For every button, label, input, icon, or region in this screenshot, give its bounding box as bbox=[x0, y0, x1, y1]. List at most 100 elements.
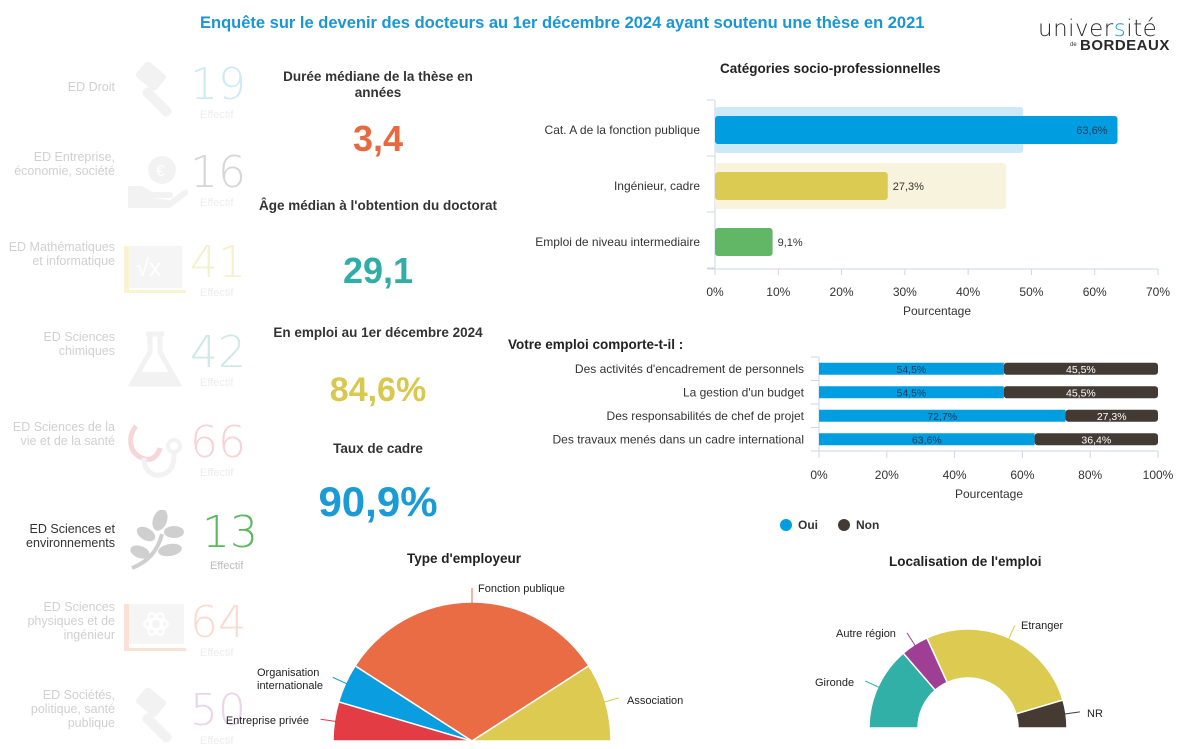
emploi-data-label: 45,5% bbox=[1066, 364, 1096, 376]
flask-icon bbox=[127, 331, 183, 387]
legend-dot-non bbox=[838, 519, 850, 531]
emploi-data-label: 45,5% bbox=[1066, 387, 1096, 399]
localisation-connector bbox=[865, 680, 880, 689]
kpi-duree-label: Durée médiane de la thèse en années bbox=[283, 69, 473, 100]
sidebar-ed-item[interactable]: ED Sociétés, politique, santé publique 50… bbox=[0, 688, 255, 749]
csp-category-label: Cat. A de la fonction publique bbox=[545, 123, 701, 137]
kpi-age-value: 29,1 bbox=[342, 250, 414, 291]
csp-data-label: 9,1% bbox=[778, 237, 803, 249]
legend-item-oui[interactable]: Oui bbox=[780, 518, 818, 532]
localisation-slice-label: NR bbox=[1087, 708, 1103, 720]
ed-count: 16 bbox=[190, 147, 246, 198]
ed-count: 50 bbox=[190, 685, 246, 736]
legend-item-non[interactable]: Non bbox=[838, 518, 879, 532]
emploi-bar-non bbox=[1003, 362, 1158, 375]
ed-effectif-label: Effectif bbox=[210, 560, 244, 572]
csp-x-tick-label: 10% bbox=[766, 285, 790, 299]
localisation-connector bbox=[906, 632, 917, 647]
hand-euro-icon: € bbox=[128, 156, 188, 208]
gavel-icon bbox=[135, 688, 172, 743]
csp-bar bbox=[715, 172, 888, 200]
ed-label: ED Sciences et environnements bbox=[26, 522, 115, 550]
ed-count: 13 bbox=[202, 507, 258, 558]
emploi-x-tick-label: 20% bbox=[875, 468, 899, 482]
ed-label: ED Droit bbox=[67, 80, 115, 94]
csp-x-tick-label: 40% bbox=[956, 285, 980, 299]
localisation-slice-label: Etranger bbox=[1021, 620, 1064, 632]
ed-count: 41 bbox=[190, 237, 246, 288]
ed-label: ED Mathématiques et informatique bbox=[8, 240, 115, 268]
kpi-duree-value: 3,4 bbox=[352, 118, 404, 159]
ed-label: ED Sciences chimiques bbox=[43, 330, 115, 358]
kpi-emploi-value: 84,6% bbox=[329, 371, 427, 409]
csp-bar bbox=[715, 116, 1118, 144]
kpi-age-label: Âge médian à l'obtention du doctorat bbox=[259, 198, 497, 213]
emploi-bar-non bbox=[1065, 409, 1158, 422]
sidebar-ed-item[interactable]: ED Sciences physiques et de ingénieur 64 E… bbox=[0, 600, 255, 680]
emploi-bar-oui bbox=[819, 362, 1004, 375]
page-title: Enquête sur le devenir des docteurs au 1… bbox=[200, 14, 925, 32]
localisation-connector bbox=[1007, 625, 1016, 640]
csp-category-label: Emploi de niveau intermediaire bbox=[535, 235, 700, 249]
gavel-icon bbox=[135, 62, 172, 117]
emploi-bar-non bbox=[1003, 386, 1158, 399]
localisation-slice-label: Autre région bbox=[836, 628, 896, 640]
sidebar-ed-item[interactable]: ED Sciences chimiques 42 Effectif bbox=[0, 330, 255, 410]
universite-bordeaux-logo: université de BORDEAUX bbox=[1038, 16, 1170, 54]
emploi-data-label: 63,6% bbox=[912, 434, 942, 446]
csp-chart-title: Catégories socio-professionnelles bbox=[720, 61, 941, 76]
employeur-slice-label: Organisation internationale bbox=[257, 667, 323, 692]
emploi-x-tick-label: 0% bbox=[810, 468, 828, 482]
atom-laptop-icon bbox=[124, 604, 186, 651]
emploi-legend: Oui Non bbox=[780, 518, 879, 532]
ed-count: 19 bbox=[190, 59, 246, 110]
csp-x-tick-label: 60% bbox=[1083, 285, 1107, 299]
emploi-x-axis-title: Pourcentage bbox=[955, 487, 1023, 501]
localisation-slice-label: Gironde bbox=[815, 677, 854, 689]
csp-reference-bar bbox=[715, 107, 1024, 153]
csp-reference-bar bbox=[715, 163, 1007, 209]
localisation-slice bbox=[902, 636, 949, 692]
ed-effectif-label: Effectif bbox=[200, 287, 234, 299]
stethoscope-icon bbox=[128, 424, 182, 478]
sidebar-ed-item[interactable]: ED Sciences de la vie et de la santé 66 Ef… bbox=[0, 420, 255, 500]
emploi-data-label: 54,5% bbox=[896, 387, 926, 399]
emploi-chart-title: Votre emploi comporte-t-il : bbox=[508, 337, 684, 352]
csp-bar bbox=[715, 228, 773, 256]
ed-effectif-label: Effectif bbox=[200, 735, 234, 747]
employeur-slice-label: Fonction publique bbox=[478, 583, 565, 595]
csp-category-label: Ingénieur, cadre bbox=[614, 179, 700, 193]
sidebar-ed-item[interactable]: ED Entreprise, économie, société €16 Effec… bbox=[0, 150, 255, 230]
employeur-chart-title: Type d'employeur bbox=[407, 551, 521, 566]
ed-label: ED Entreprise, économie, société bbox=[14, 150, 115, 178]
emploi-bar-oui bbox=[819, 386, 1004, 399]
employeur-slice bbox=[354, 601, 590, 742]
csp-x-tick-label: 50% bbox=[1019, 285, 1043, 299]
emploi-data-label: 27,3% bbox=[1097, 411, 1127, 423]
ed-effectif-label: Effectif bbox=[200, 109, 234, 121]
ed-label: ED Sciences physiques et de ingénieur bbox=[27, 600, 115, 642]
sidebar-ed-item[interactable]: ED Droit 19 Effectif bbox=[0, 62, 255, 142]
csp-x-tick-label: 20% bbox=[830, 285, 854, 299]
employeur-slice bbox=[469, 664, 612, 742]
csp-x-axis-title: Pourcentage bbox=[903, 304, 971, 318]
localisation-connector bbox=[1063, 711, 1080, 715]
kpi-emploi-label: En emploi au 1er décembre 2024 bbox=[273, 325, 483, 340]
employeur-connector bbox=[320, 718, 337, 722]
emploi-x-tick-label: 40% bbox=[943, 468, 967, 482]
sidebar-ed-item[interactable]: ED Sciences et environnements 13 Effectif bbox=[0, 507, 258, 590]
emploi-data-label: 54,5% bbox=[896, 364, 926, 376]
employeur-slice bbox=[332, 700, 473, 742]
localisation-slice bbox=[868, 652, 937, 729]
localisation-slice bbox=[1015, 699, 1068, 729]
employeur-slice-label: Association bbox=[627, 695, 683, 707]
localisation-chart-title: Localisation de l'emploi bbox=[889, 554, 1042, 569]
kpi-cadre-label: Taux de cadre bbox=[333, 441, 423, 456]
employeur-connector bbox=[332, 676, 348, 685]
emploi-bar-non bbox=[1034, 433, 1158, 446]
ed-count: 42 bbox=[190, 327, 246, 378]
ed-effectif-label: Effectif bbox=[200, 197, 234, 209]
csp-data-label: 27,3% bbox=[893, 181, 924, 193]
sidebar-ed-item[interactable]: ED Mathématiques et informatique √x 41 Effe… bbox=[0, 240, 255, 320]
svg-text:€: € bbox=[156, 163, 165, 180]
